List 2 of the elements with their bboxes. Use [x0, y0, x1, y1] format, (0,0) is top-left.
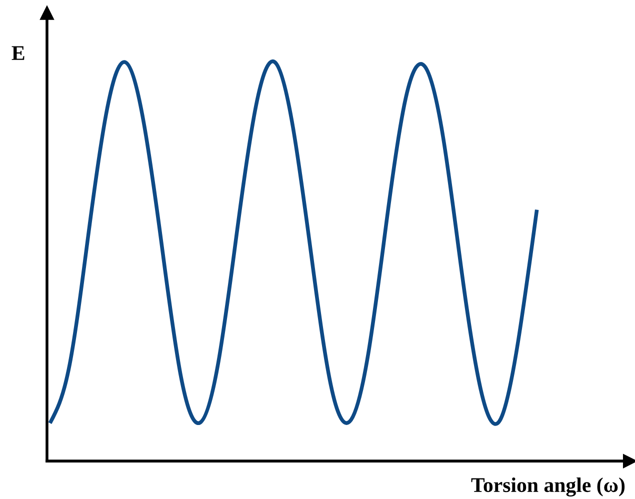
- x-axis-title: Torsion angle (ω): [471, 477, 625, 497]
- y-axis-title: E: [12, 46, 24, 60]
